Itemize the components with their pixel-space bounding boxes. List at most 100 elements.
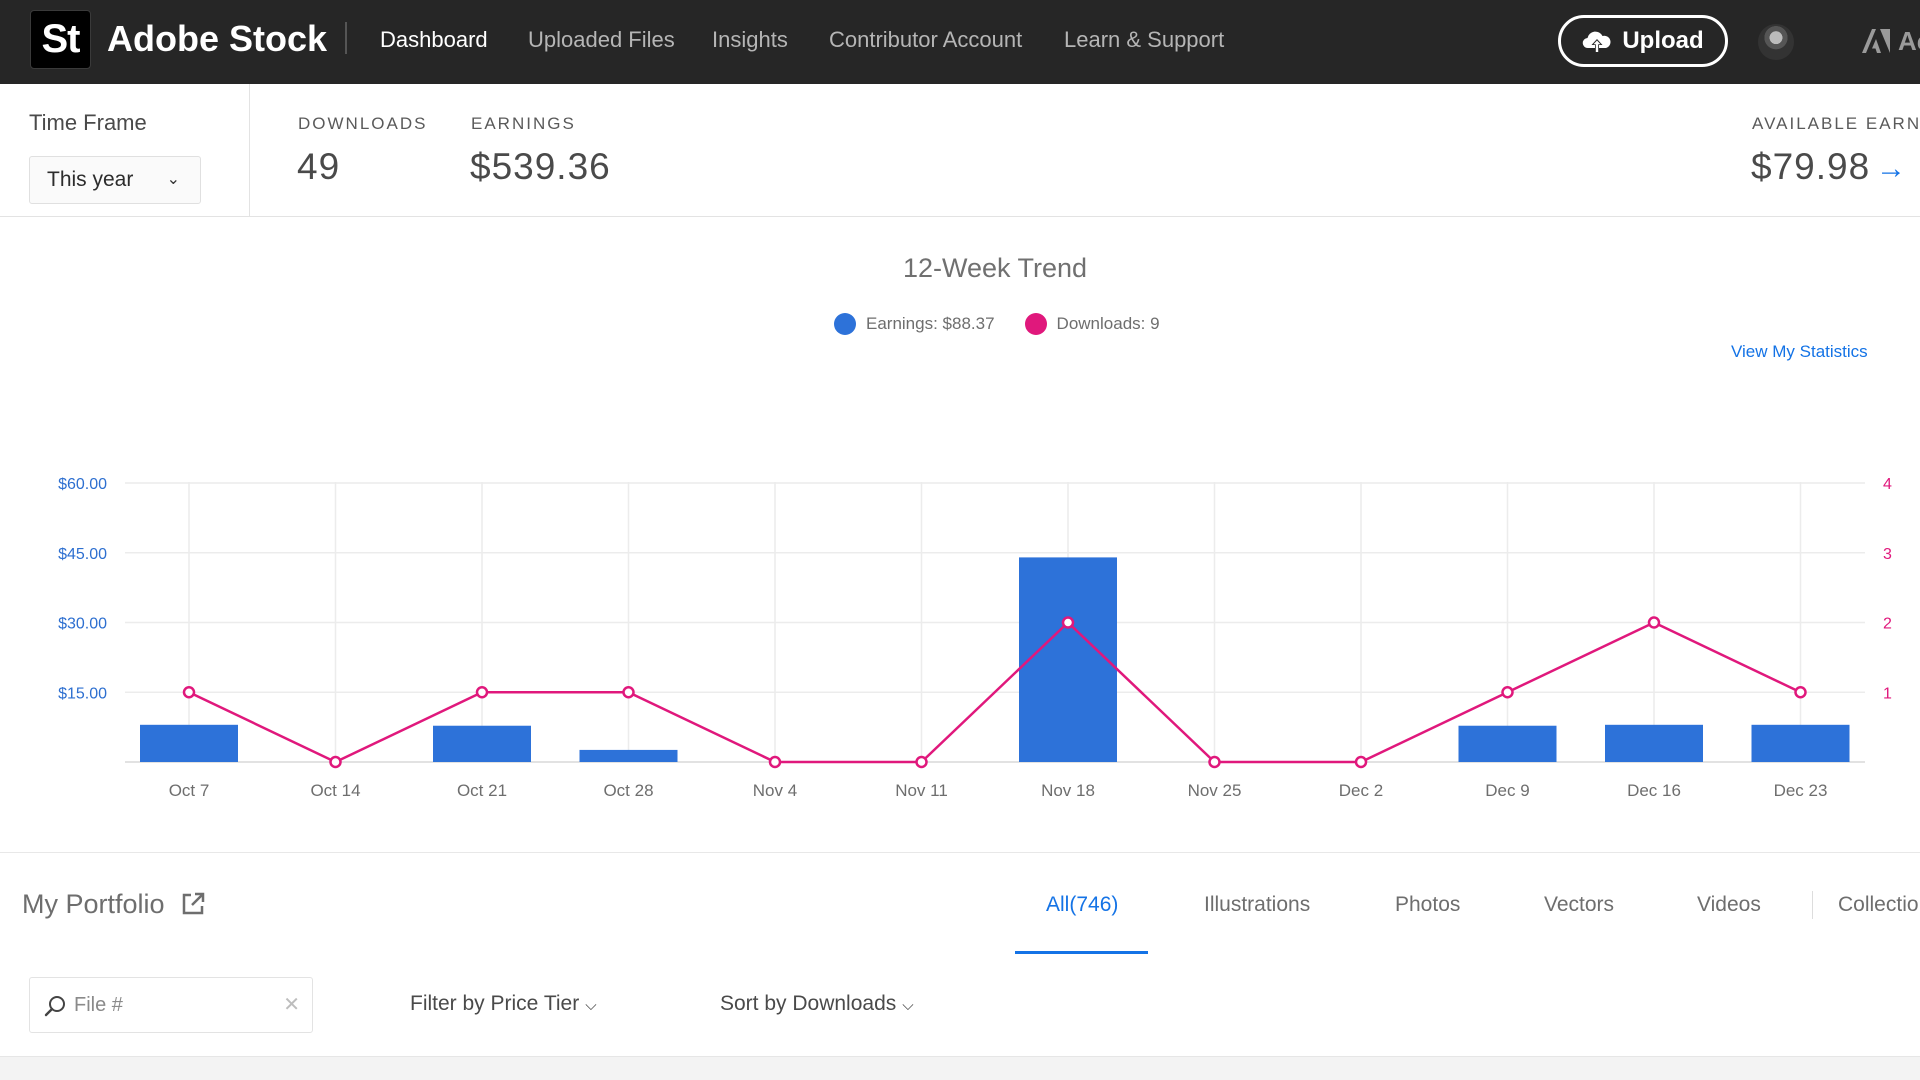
earnings-bar [579, 749, 678, 762]
adobe-logo-icon [1862, 29, 1890, 53]
cloud-upload-icon [1583, 31, 1611, 53]
earnings-label: EARNINGS [471, 114, 576, 133]
active-tab-indicator [1015, 951, 1148, 954]
downloads-point [1208, 755, 1221, 769]
timeframe-label: Time Frame [29, 110, 147, 135]
nav-divider [345, 22, 347, 54]
portfolio-title: My Portfolio [22, 889, 165, 919]
downloads-point [1794, 686, 1807, 699]
downloads-value: 49 [297, 146, 341, 187]
arrow-right-icon[interactable]: → [1876, 152, 1906, 185]
y-right-tick-label: 3 [1883, 546, 1892, 563]
nav-contributor-account[interactable]: Contributor Account [829, 27, 1023, 52]
earnings-bar [140, 724, 238, 762]
earnings-bar [1019, 557, 1117, 762]
nav-learn-support[interactable]: Learn & Support [1064, 27, 1225, 52]
nav-uploaded-files[interactable]: Uploaded Files [528, 27, 675, 52]
nav-dashboard[interactable]: Dashboard [380, 27, 488, 52]
filter-price-tier-label: Filter by Price Tier [410, 992, 580, 1015]
y-left-tick-label: $60.00 [58, 476, 107, 493]
x-tick-label: Dec 2 [1339, 781, 1383, 800]
chart-title: 12-Week Trend [902, 253, 1088, 283]
stats-row: Time Frame This year ⌄ DOWNLOADS 49 EARN… [0, 84, 1920, 217]
x-tick-label: Dec 16 [1627, 781, 1681, 800]
top-nav: St Adobe Stock Dashboard Uploaded Files … [0, 0, 1920, 84]
adobe-brand-text: Ac [1898, 25, 1920, 56]
tab-collections[interactable]: Collectio [1838, 893, 1919, 916]
x-tick-label: Dec 9 [1485, 781, 1529, 800]
downloads-point [1647, 616, 1661, 629]
sort-downloads-label: Sort by Downloads [720, 992, 897, 1015]
legend-earnings[interactable]: Earnings: $88.37 [834, 313, 995, 335]
x-tick-label: Oct 28 [603, 781, 653, 800]
downloads-label: DOWNLOADS [298, 114, 428, 133]
file-search-input[interactable] [74, 988, 274, 1022]
x-tick-label: Oct 7 [169, 781, 210, 800]
x-tick-label: Dec 23 [1774, 781, 1828, 800]
y-right-tick-label: 4 [1883, 476, 1892, 493]
upload-label: Upload [1622, 27, 1704, 54]
y-right-tick-label: 1 [1883, 685, 1892, 702]
adobe-stock-logo-mark[interactable]: St [30, 10, 91, 69]
available-earnings-value[interactable]: $79.98 [1751, 146, 1871, 187]
trend-chart: $15.00 $30.00 $45.00 $60.00 1 2 3 4 Oct 7 Oct 14 O… [58, 476, 1892, 800]
downloads-point [1061, 616, 1075, 629]
timeframe-panel: Time Frame This year ⌄ [0, 84, 250, 217]
x-tick-label: Nov 25 [1188, 781, 1242, 800]
timeframe-value: This year [47, 168, 134, 191]
external-link-icon[interactable] [180, 891, 206, 917]
earnings-bar [433, 725, 531, 762]
y-left-tick-label: $45.00 [58, 546, 107, 563]
tab-illustrations[interactable]: Illustrations [1204, 893, 1311, 916]
filter-price-tier-dropdown[interactable]: Filter by Price Tier ⌵ [410, 992, 597, 1016]
clear-icon[interactable]: ✕ [283, 994, 300, 1016]
tab-all[interactable]: All(746) [1046, 893, 1119, 916]
downloads-point [768, 755, 782, 769]
x-tick-label: Nov 18 [1041, 781, 1095, 800]
timeframe-select[interactable]: This year ⌄ [29, 156, 201, 204]
downloads-line [188, 620, 1802, 764]
sort-downloads-dropdown[interactable]: Sort by Downloads ⌵ [720, 992, 914, 1016]
adobe-stock-logo-text[interactable]: Adobe Stock [107, 18, 328, 59]
x-tick-label: Oct 14 [310, 781, 360, 800]
tab-videos[interactable]: Videos [1697, 893, 1761, 916]
legend-downloads-label: Downloads: 9 [1056, 314, 1160, 333]
earnings-bar [1751, 724, 1850, 762]
upload-button[interactable]: Upload [1558, 15, 1728, 67]
y-right-tick-label: 2 [1883, 616, 1892, 633]
chevron-down-icon: ⌵ [902, 997, 914, 1014]
downloads-point [1354, 755, 1368, 769]
nav-insights[interactable]: Insights [712, 27, 788, 52]
x-tick-label: Oct 21 [457, 781, 507, 800]
search-icon [44, 996, 65, 1017]
chevron-down-icon: ⌄ [166, 171, 180, 188]
x-tick-label: Nov 11 [895, 781, 948, 800]
tab-photos[interactable]: Photos [1395, 893, 1461, 916]
portfolio-bar: My Portfolio All(746) Illustrations Phot… [0, 852, 1920, 954]
file-search-box: ✕ [29, 977, 313, 1033]
x-tick-label: Nov 4 [753, 781, 797, 800]
adobe-brand[interactable]: Ac [1862, 26, 1920, 56]
earnings-bar [1605, 724, 1703, 762]
downloads-point [1501, 686, 1514, 699]
downloads-point [915, 755, 928, 769]
downloads-point [329, 755, 342, 769]
bottom-strip [0, 1056, 1920, 1080]
view-my-statistics-link[interactable]: View My Statistics [1731, 342, 1868, 361]
avatar[interactable] [1758, 24, 1794, 60]
earnings-bar [1458, 725, 1557, 762]
downloads-point [622, 686, 635, 699]
y-left-tick-label: $15.00 [58, 685, 107, 702]
tab-divider [1812, 891, 1813, 919]
legend-downloads[interactable]: Downloads: 9 [1024, 313, 1160, 335]
chevron-down-icon: ⌵ [585, 997, 597, 1014]
downloads-point [182, 686, 196, 699]
legend-earnings-dot [834, 313, 856, 335]
tab-vectors[interactable]: Vectors [1544, 893, 1615, 916]
y-left-tick-label: $30.00 [58, 616, 107, 633]
filter-row: ✕ Filter by Price Tier ⌵ Sort by Download… [0, 954, 1920, 1054]
earnings-value: $539.36 [470, 146, 611, 187]
chart-legend: Earnings: $88.37 Downloads: 9 [834, 312, 1190, 336]
available-earnings-label: AVAILABLE EARNI [1752, 114, 1920, 133]
